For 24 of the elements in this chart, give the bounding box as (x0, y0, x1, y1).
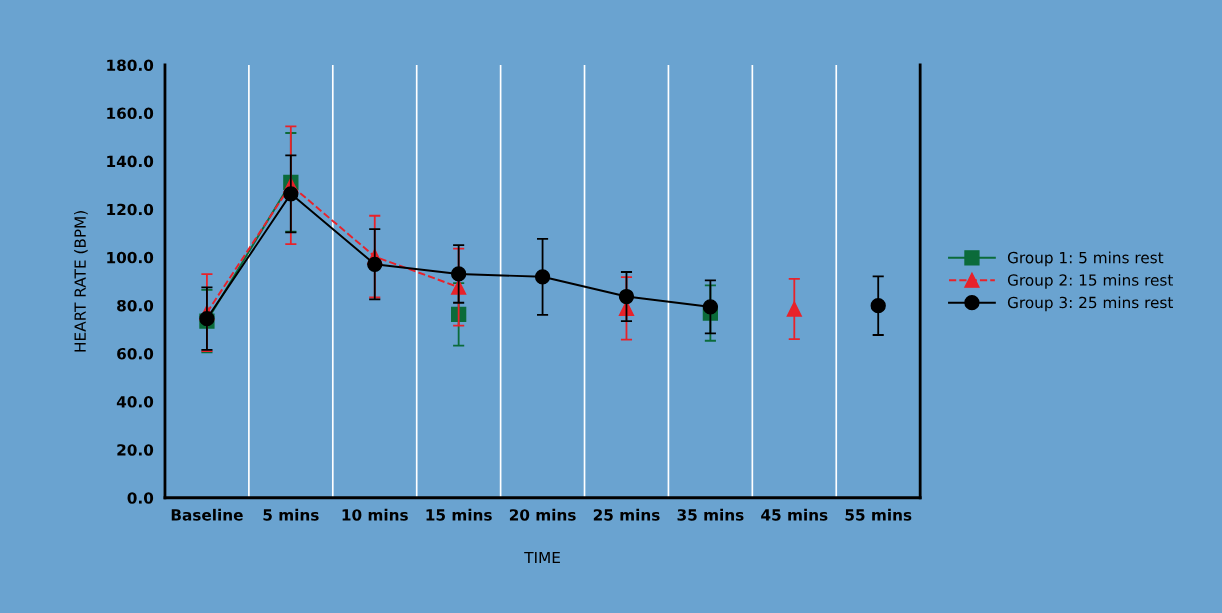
x-tick-label: 55 mins (845, 508, 912, 521)
y-tick-label: 120.0 (107, 203, 154, 216)
y-tick-label: 20.0 (117, 444, 154, 456)
x-axis-title: TIME (524, 551, 560, 564)
y-tick-label: 0.0 (127, 492, 154, 504)
x-tick-label: 25 mins (593, 508, 660, 521)
legend-label: Group 2: 15 mins rest (1007, 273, 1173, 289)
x-tick-label: 5 mins (263, 508, 319, 521)
y-tick-label: 180.0 (107, 59, 154, 71)
x-tick-label: 45 mins (761, 508, 828, 521)
y-tick-label: 80.0 (117, 299, 154, 312)
y-tick-label: 40.0 (116, 396, 154, 408)
legend-label: Group 1: 5 mins rest (1007, 251, 1164, 267)
x-tick-label: 10 mins (342, 508, 408, 521)
x-tick-label: Baseline (171, 508, 243, 521)
x-tick-label: 20 mins (509, 508, 576, 521)
y-tick-label: 60.0 (117, 347, 154, 360)
legend-label: Group 3: 25 mins rest (1007, 296, 1173, 312)
y-tick-label: 160.0 (107, 107, 154, 120)
x-tick-label: 15 mins (426, 508, 492, 521)
y-tick-label: 100.0 (107, 251, 154, 264)
y-axis-title: HEART RATE (BPM) (74, 211, 88, 352)
y-tick-label: 140.0 (107, 155, 154, 168)
x-tick-label: 35 mins (677, 508, 744, 521)
